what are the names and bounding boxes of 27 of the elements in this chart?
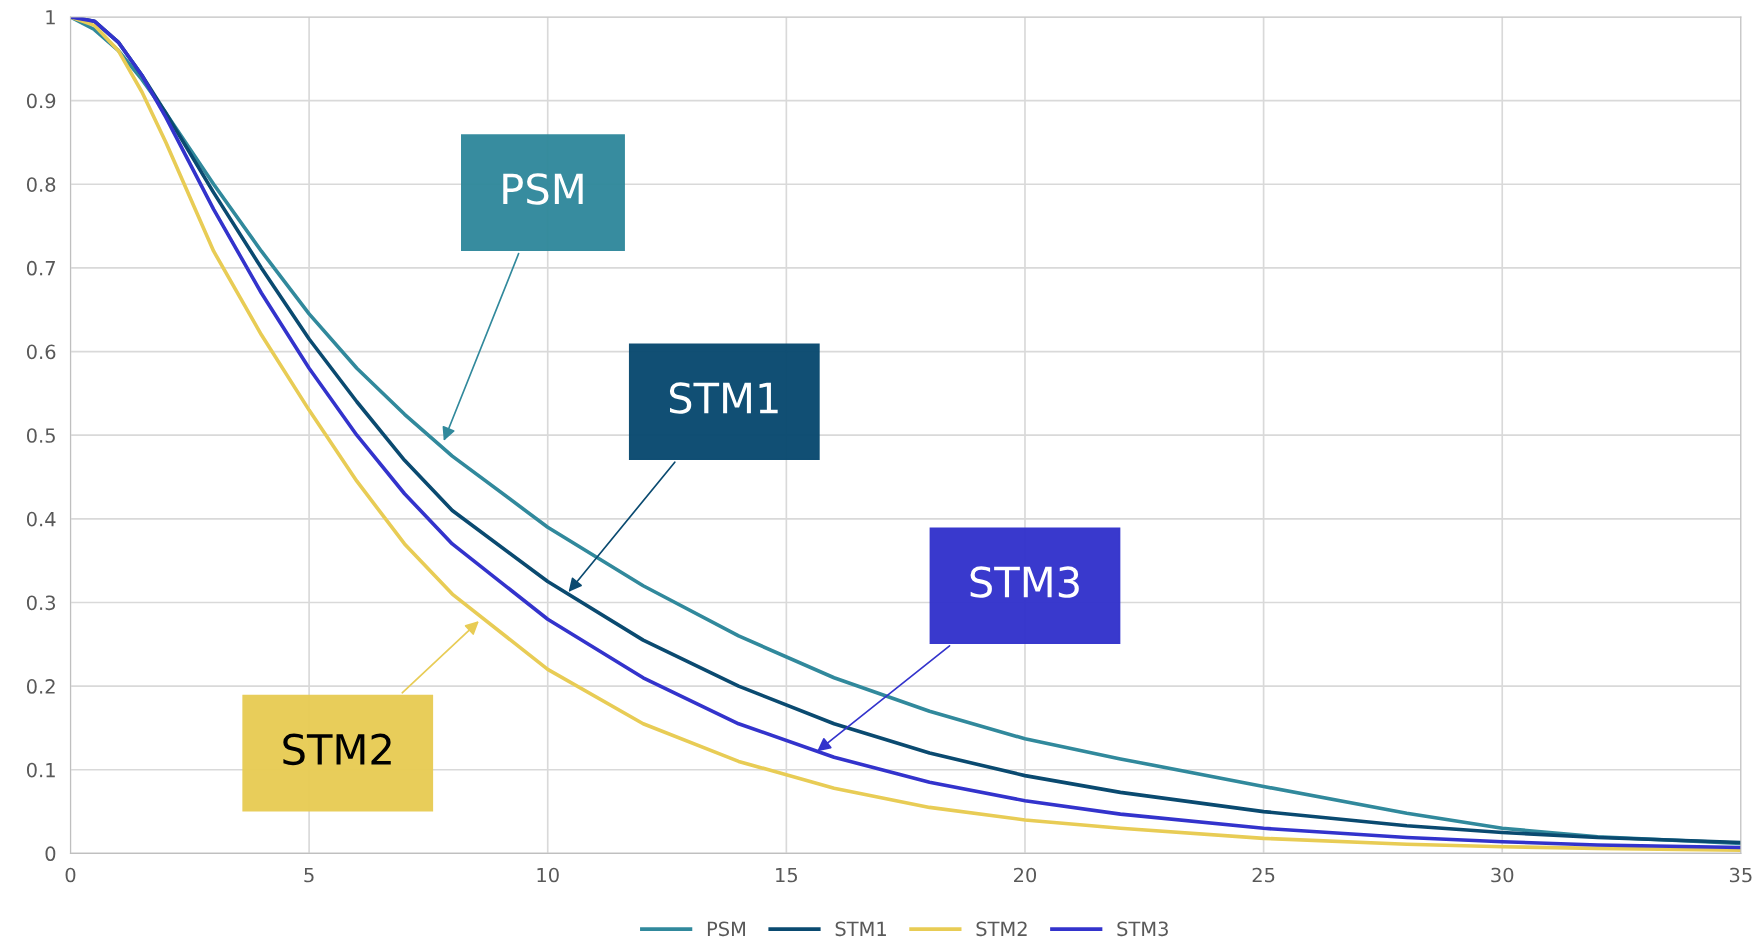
- x-tick-label: 35: [1729, 867, 1752, 883]
- x-tick-label: 30: [1491, 867, 1514, 883]
- y-tick-label: 0.9: [26, 93, 56, 109]
- y-tick-label: 0: [45, 846, 56, 862]
- x-tick-label: 25: [1252, 867, 1275, 883]
- legend-label: PSM: [707, 921, 745, 937]
- y-tick-label: 0.3: [26, 595, 56, 611]
- x-tick-label: 20: [1014, 867, 1037, 883]
- legend-label: STM1: [835, 921, 886, 937]
- annotation: STM2: [283, 733, 391, 766]
- annotation: STM3: [970, 566, 1079, 598]
- x-tick-label: 15: [776, 867, 798, 883]
- y-tick-label: 0.4: [26, 511, 56, 527]
- y-tick-label: 0.7: [26, 260, 55, 276]
- legend-label: STM2: [976, 921, 1027, 937]
- y-tick-label: 0.2: [26, 679, 55, 694]
- y-tick-label: 0.1: [26, 762, 55, 778]
- annotation: STM1: [669, 382, 778, 414]
- annotation: PSM: [503, 173, 583, 205]
- y-tick-label: 0.8: [26, 177, 56, 192]
- y-tick-label: 1: [46, 10, 55, 25]
- y-tick-label: 0.6: [26, 344, 56, 360]
- legend-label: STM3: [1117, 921, 1168, 937]
- x-tick-label: 0: [65, 867, 76, 883]
- x-tick-label: 5: [304, 867, 314, 883]
- y-tick-label: 0.5: [26, 428, 55, 443]
- x-tick-label: 10: [537, 867, 559, 883]
